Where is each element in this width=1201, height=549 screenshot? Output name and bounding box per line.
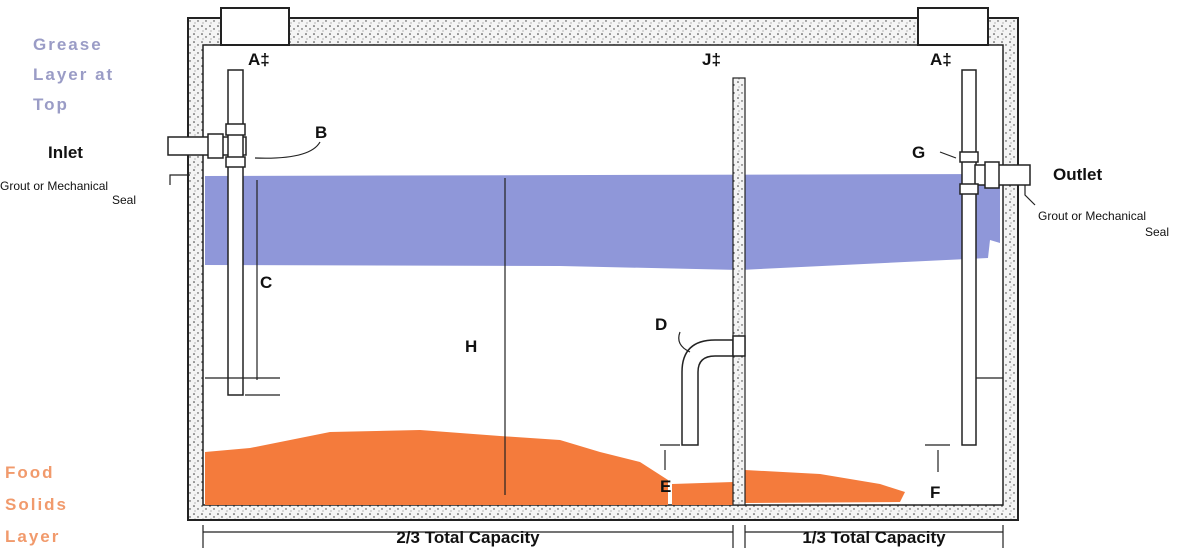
outlet-label: Outlet [1053,165,1102,184]
dimension-label: D [655,315,667,334]
arrow-seal [1024,185,1036,206]
dimension-label: E [660,477,671,496]
pipe-coupling [225,123,246,136]
pipe-coupling [732,335,746,357]
seal-label: Seal [1145,225,1169,239]
manhole [220,7,290,46]
grease-layer [205,174,1000,270]
inlet-pipe [167,136,247,156]
seal-label: Grout or Mechanical [0,179,108,193]
grease-label: Grease [33,35,103,54]
seal-label: Seal [112,193,136,207]
dimension-label: F [930,483,940,502]
dimension-label: A‡ [930,50,952,69]
solids-layer [672,482,733,505]
pipe-coupling [959,151,979,163]
solids-layer [205,430,668,505]
dimension-label: H [465,337,477,356]
baffle-wall [732,77,746,506]
outlet-tee [961,69,977,446]
grease-label: Layer at [33,65,114,84]
dimension-label: C [260,273,272,292]
arrow-seal [169,174,190,185]
tank-interior [202,44,1004,506]
grease-label: Top [33,95,69,114]
capacity-label: 2/3 Total Capacity [396,528,540,547]
food-label: Solids [5,495,68,514]
arrow-d [678,331,691,353]
inlet-tee [227,69,244,396]
food-label: Food [5,463,55,482]
outlet-pipe [974,164,1031,186]
manhole [917,7,989,46]
solids-layer [745,470,905,503]
pipe-coupling [984,161,1000,189]
seal-label: Grout or Mechanical [1038,209,1146,223]
dimension-label: B [315,123,327,142]
pipe-coupling [207,133,224,159]
capacity-label: 1/3 Total Capacity [802,528,946,547]
pipe-coupling [959,183,979,195]
inlet-label: Inlet [48,143,83,162]
food-label: Layer [5,527,60,546]
arrow-g [939,151,957,159]
dimension-label: G [912,143,925,162]
dimension-label: J‡ [702,50,721,69]
dimension-label: A‡ [248,50,270,69]
arrow-b [254,141,321,159]
pipe-coupling [225,156,246,168]
